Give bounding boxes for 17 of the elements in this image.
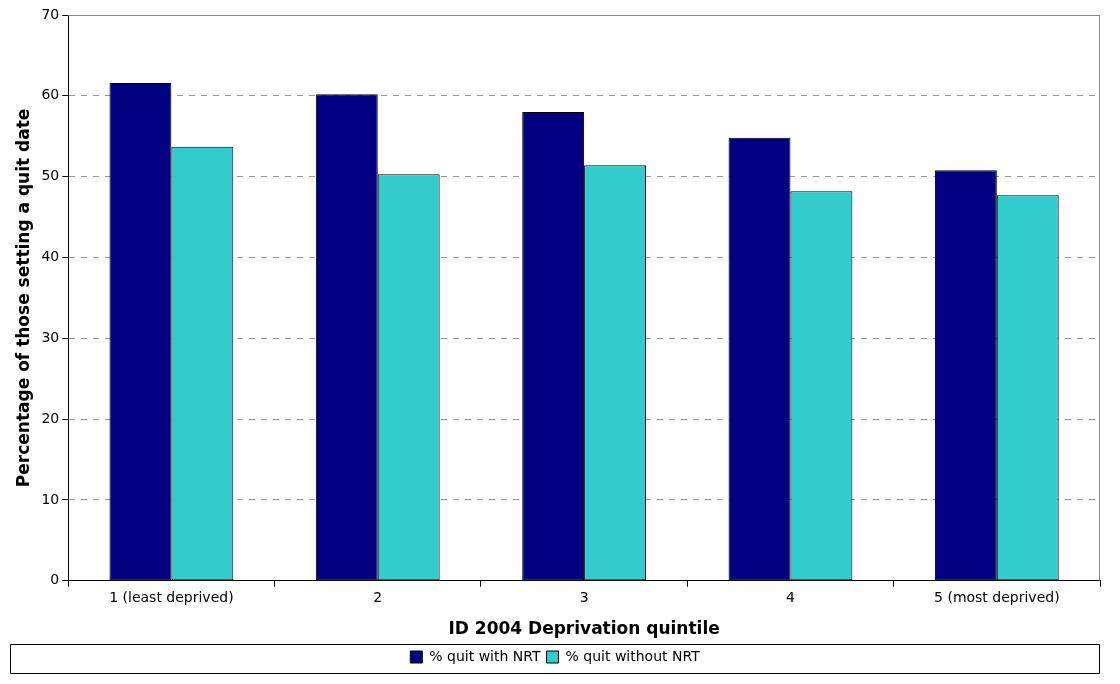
x-tick-label: 3: [579, 588, 589, 605]
y-tick-label: 60: [41, 86, 60, 103]
y-tick-label: 10: [41, 490, 60, 507]
x-tick-label: 5 (most deprived): [934, 588, 1060, 605]
y-axis-title: Percentage of those setting a quit date: [12, 108, 33, 488]
x-axis-title: ID 2004 Deprivation quintile: [448, 618, 720, 639]
legend-label: % quit with NRT: [429, 647, 541, 664]
y-tick-label: 20: [41, 409, 60, 426]
y-tick-label: 40: [41, 248, 60, 265]
y-tick-label: 50: [41, 167, 60, 184]
x-tick-label: 2: [373, 588, 383, 605]
x-tick-label: 4: [786, 588, 795, 605]
y-tick-label: 30: [41, 328, 60, 345]
x-tick-label: 1 (least deprived): [109, 588, 234, 605]
legend-label: % quit without NRT: [565, 647, 701, 664]
y-tick-label: 0: [50, 571, 60, 588]
y-tick-label: 70: [41, 5, 60, 22]
